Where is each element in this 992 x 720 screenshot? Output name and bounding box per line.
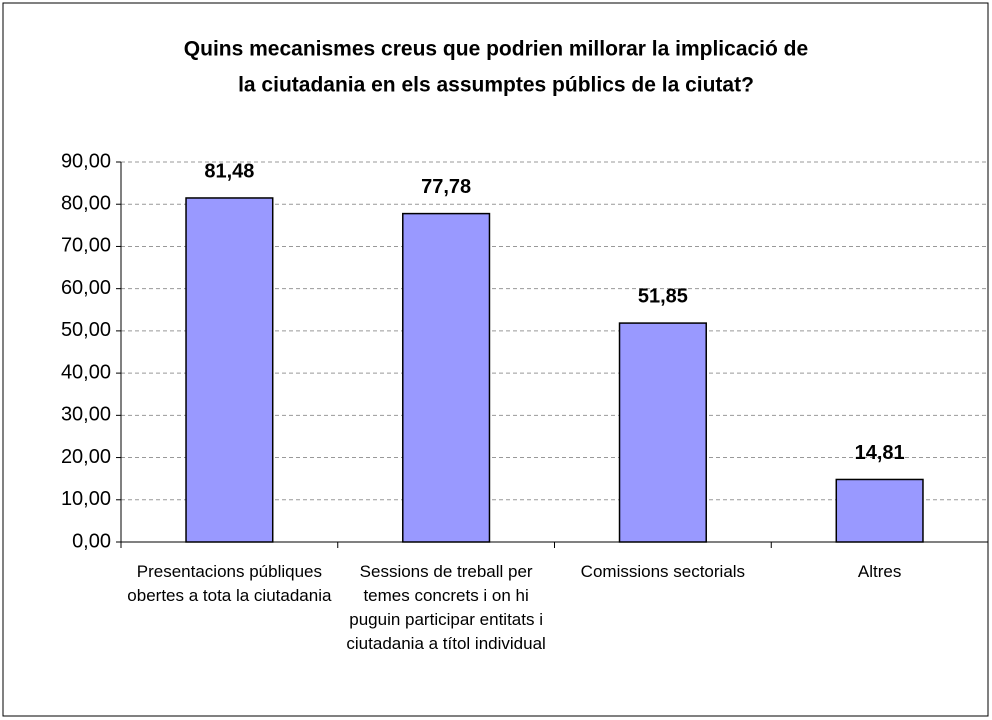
chart-title: Quins mecanismes creus que podrien millo… <box>184 38 808 61</box>
bar <box>402 212 491 543</box>
bar <box>835 478 924 543</box>
data-label: 77,78 <box>421 176 471 198</box>
data-label: 51,85 <box>638 285 688 307</box>
bar <box>618 322 707 543</box>
y-tick-label: 0,00 <box>72 530 111 552</box>
y-tick-label: 80,00 <box>61 193 111 215</box>
y-tick-label: 30,00 <box>61 404 111 426</box>
x-tick-label: Comissions sectorials <box>580 562 746 581</box>
y-tick-label: 90,00 <box>61 150 111 172</box>
y-tick-label: 70,00 <box>61 235 111 257</box>
y-tick-label: 40,00 <box>61 361 111 383</box>
x-tick-label: Presentacions públiques obertes a tota l… <box>127 562 332 605</box>
y-tick-label: 50,00 <box>61 319 111 341</box>
data-label: 81,48 <box>204 160 254 182</box>
y-tick-label: 10,00 <box>61 488 111 510</box>
y-tick-label: 20,00 <box>61 446 111 468</box>
data-label: 14,81 <box>855 442 905 464</box>
x-tick-label: Sessions de treball per temes concrets i… <box>346 562 546 653</box>
bar <box>185 197 274 543</box>
x-tick-label: Altres <box>857 562 902 581</box>
chart-title: la ciutadania en els assumptes públics d… <box>238 74 754 97</box>
y-tick-label: 60,00 <box>61 277 111 299</box>
